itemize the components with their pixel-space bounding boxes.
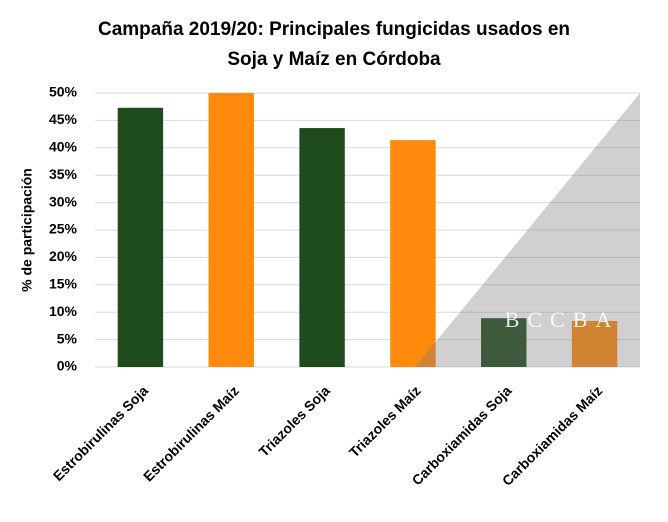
- chart-title: Campaña 2019/20: Principales fungicidas …: [98, 19, 570, 40]
- x-tick-label: Estrobirulinas Maíz: [140, 382, 242, 484]
- x-tick-label: Carboxiamidas Soja: [409, 382, 515, 488]
- bar: [208, 93, 254, 367]
- x-tick-label: Carboxiamidas Maíz: [499, 382, 605, 488]
- y-tick-label: 20%: [49, 248, 78, 264]
- bar: [571, 320, 618, 367]
- y-tick-label: 15%: [49, 276, 78, 292]
- y-tick-label: 30%: [49, 193, 78, 209]
- watermark: BCCBA: [505, 307, 620, 332]
- x-tick-label: Triazoles Maíz: [346, 382, 424, 460]
- y-tick-label: 50%: [49, 84, 78, 100]
- y-tick-label: 40%: [49, 139, 78, 155]
- y-tick-label: 0%: [57, 358, 78, 374]
- y-tick-label: 35%: [49, 166, 78, 182]
- bar: [299, 128, 345, 367]
- bar: [390, 140, 436, 367]
- watermark-shape: [415, 93, 640, 367]
- chart-title: Soja y Maíz en Córdoba: [227, 49, 441, 70]
- y-tick-label: 5%: [57, 330, 78, 346]
- y-tick-label: 25%: [49, 221, 78, 237]
- y-tick-label: 10%: [49, 303, 78, 319]
- x-tick-label: Triazoles Soja: [255, 382, 332, 459]
- y-tick-label: 45%: [49, 111, 78, 127]
- bar: [117, 107, 164, 368]
- bar: [481, 318, 527, 367]
- y-axis-label: % de participación: [19, 168, 35, 292]
- x-tick-label: Estrobirulinas Soja: [50, 382, 152, 484]
